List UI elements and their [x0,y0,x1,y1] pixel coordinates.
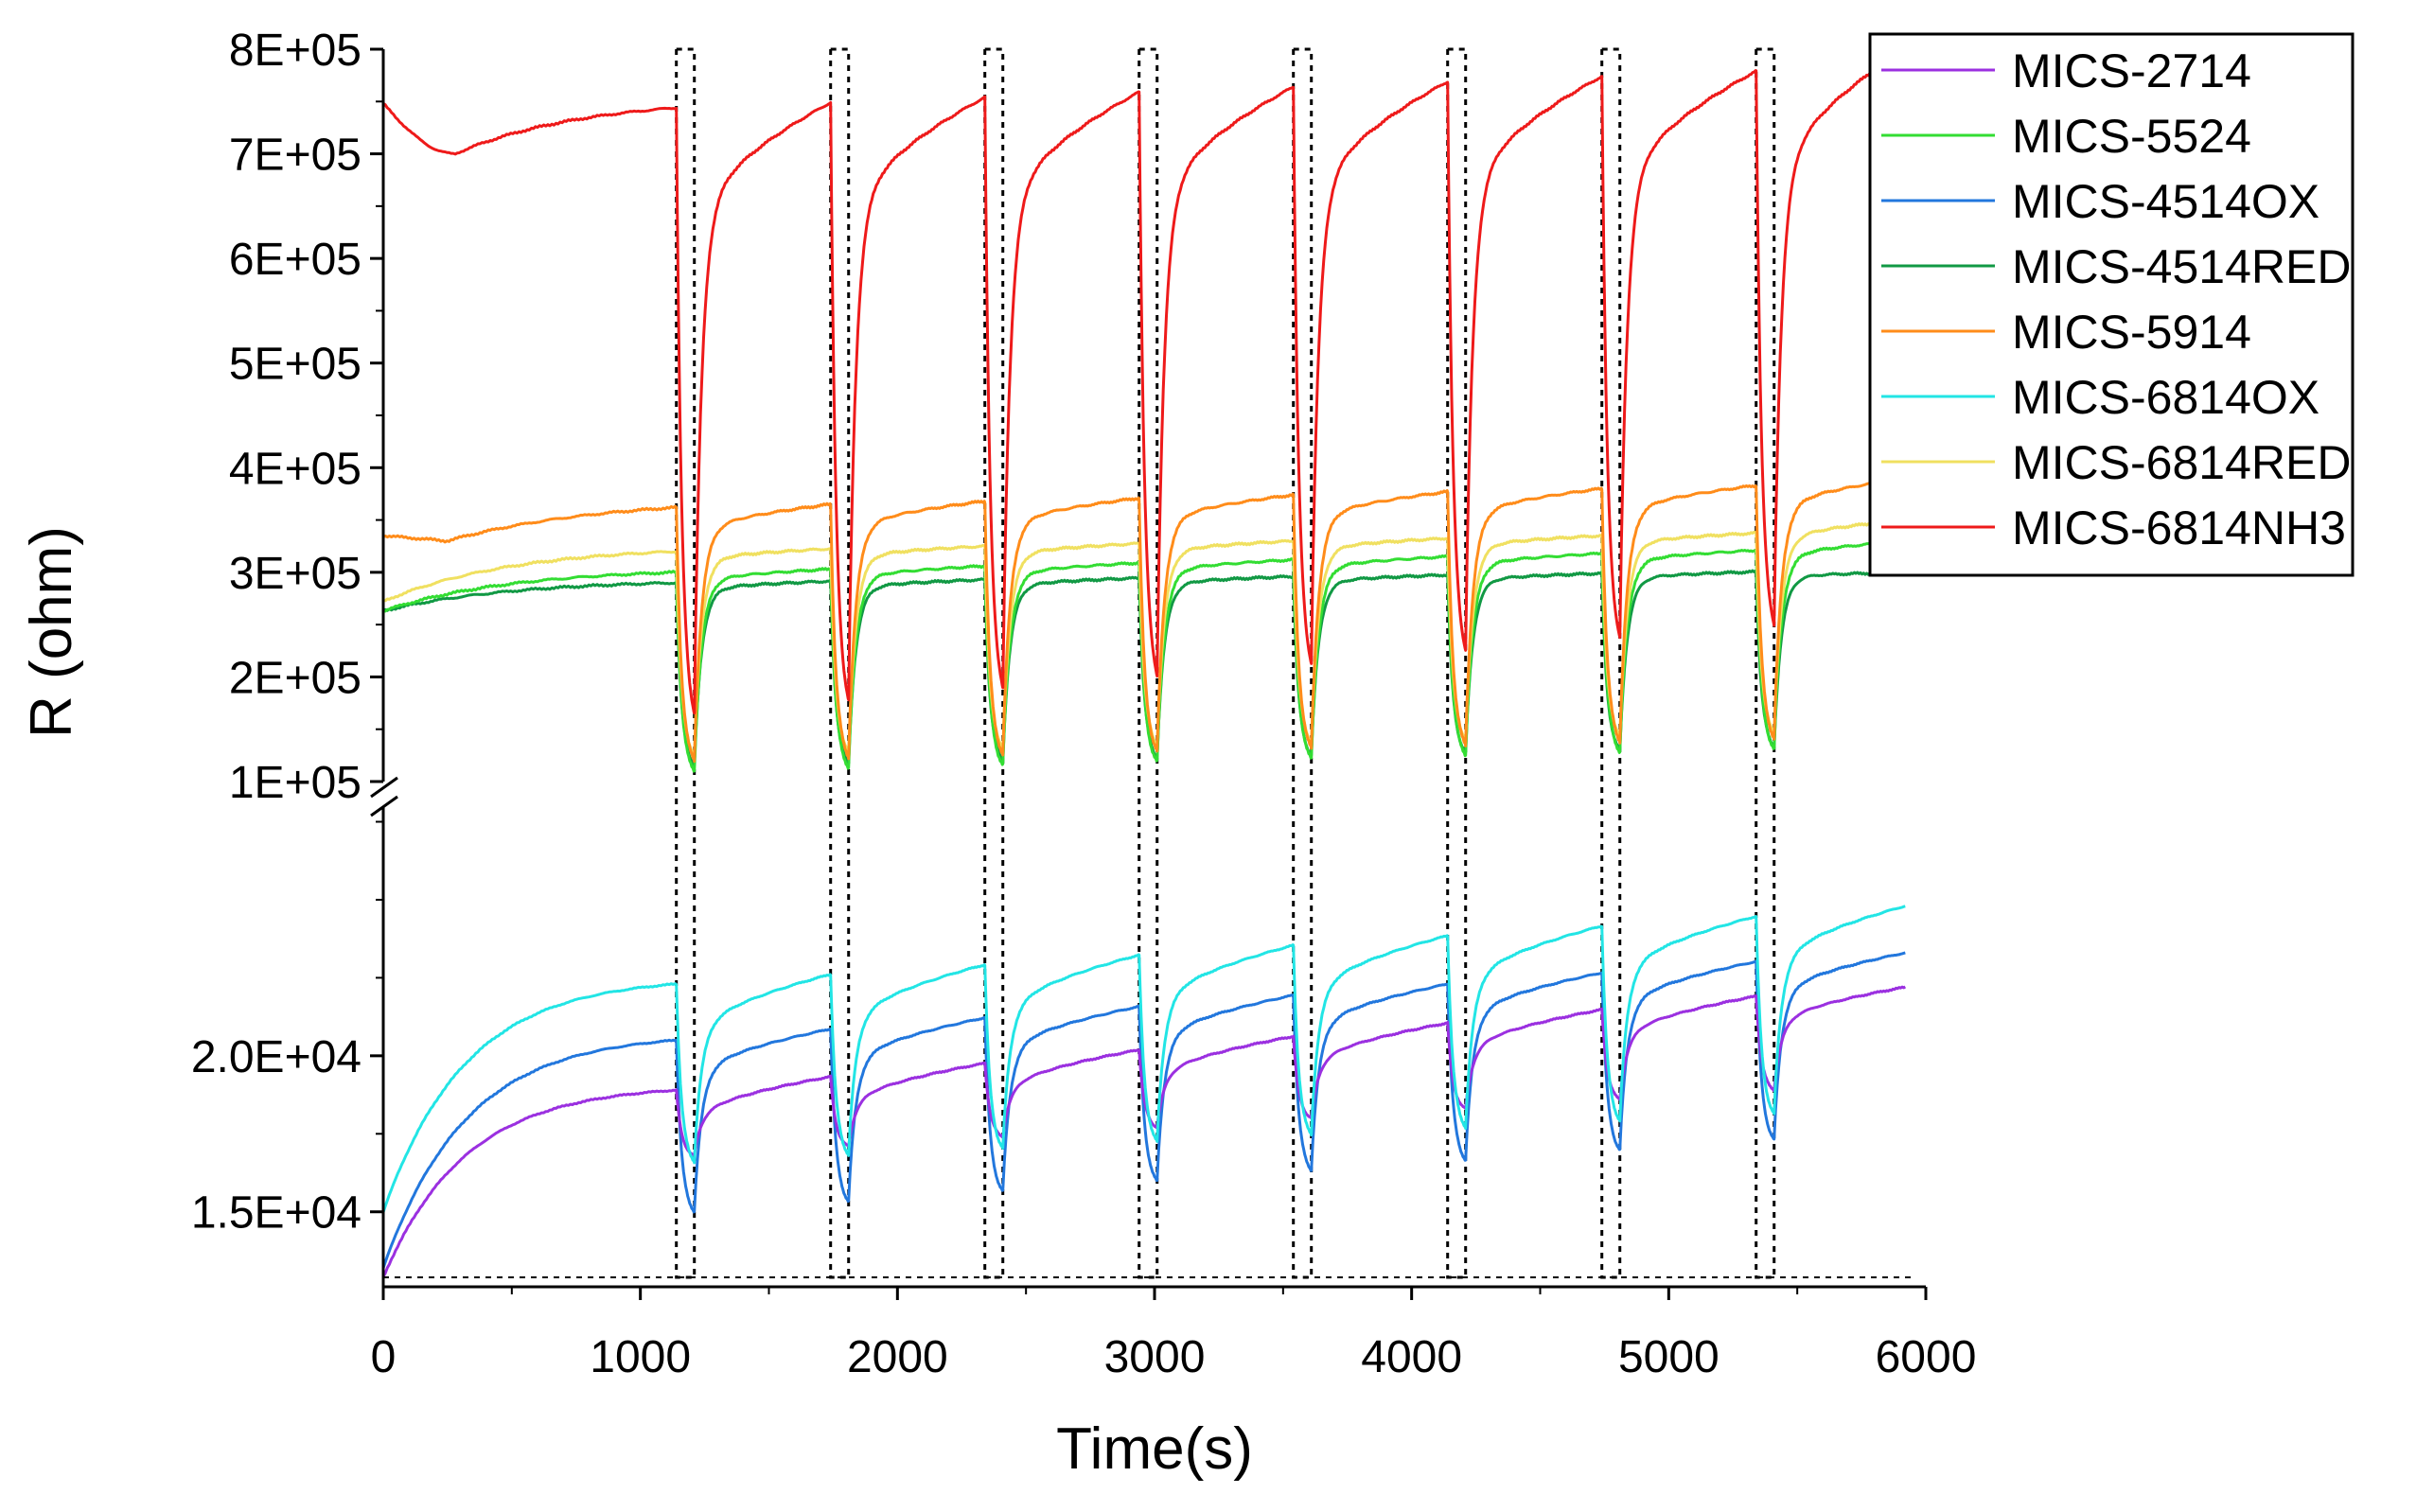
exposure-window [829,47,851,1279]
exposure-window [1138,47,1159,1279]
exposure-window [983,47,1005,1279]
exposure-window [675,47,697,1279]
tick-labels: 0 1000 2000 3000 4000 5000 6000 1E+05 2E+05 3E+05… [191,26,1977,1382]
exposure-windows [675,47,1776,1279]
series-line-mics-5524 [382,539,1907,773]
y-tick-label: 2.0E+04 [191,1032,362,1082]
exposure-window [1292,47,1314,1279]
series-line-mics-5914 [382,477,1906,764]
x-tick-label: 3000 [1104,1332,1206,1382]
y-tick-label: 6E+05 [229,235,362,285]
x-tick-label: 5000 [1618,1332,1720,1382]
x-tick-label: 4000 [1361,1332,1462,1382]
legend-label-mics-5914: MICS-5914 [2012,306,2251,359]
exposure-window [1600,47,1622,1279]
x-axis-title: Time(s) [1056,1416,1253,1482]
series-line-mics-4514ox [381,951,1906,1269]
y-tick-label: 2E+05 [229,653,362,703]
axes [370,47,1928,1300]
series-line-mics-6814ox [381,905,1906,1213]
legend-label-mics-5524: MICS-5524 [2012,110,2251,163]
series-line-mics-2714 [381,985,1907,1278]
legend-label-mics-4514red: MICS-4514RED [2012,240,2351,293]
legend-box [1868,32,2355,577]
x-tick-label: 0 [371,1332,397,1382]
y-axis-title: R (ohm) [19,526,84,738]
series-lines [381,47,1907,1278]
y-tick-label: 1.5E+04 [191,1188,362,1239]
y-tick-label: 8E+05 [229,26,362,76]
y-tick-label: 3E+05 [229,549,362,599]
legend-label-mics-6814red: MICS-6814RED [2012,436,2351,489]
x-tick-label: 1000 [590,1332,691,1382]
legend-label-mics-2714: MICS-2714 [2012,44,2251,97]
y-tick-label: 1E+05 [229,758,362,808]
series-line-mics-6814nh3 [382,47,1906,715]
x-tick-label: 6000 [1876,1332,1977,1382]
y-tick-label: 4E+05 [229,444,362,494]
y-tick-label: 5E+05 [229,340,362,390]
legend-label-mics-6814nh3: MICS-6814NH3 [2012,501,2346,554]
legend-label-mics-6814ox: MICS-6814OX [2012,371,2319,424]
legend-label-mics-4514ox: MICS-4514OX [2012,175,2319,228]
axis-break-icon [370,776,398,818]
exposure-window [1755,47,1776,1279]
exposure-window [1446,47,1468,1279]
legend: MICS-2714 MICS-5524 MICS-4514OX MICS-4514RE… [1868,32,2355,577]
y-tick-label: 7E+05 [229,131,362,181]
x-tick-label: 2000 [847,1332,948,1382]
